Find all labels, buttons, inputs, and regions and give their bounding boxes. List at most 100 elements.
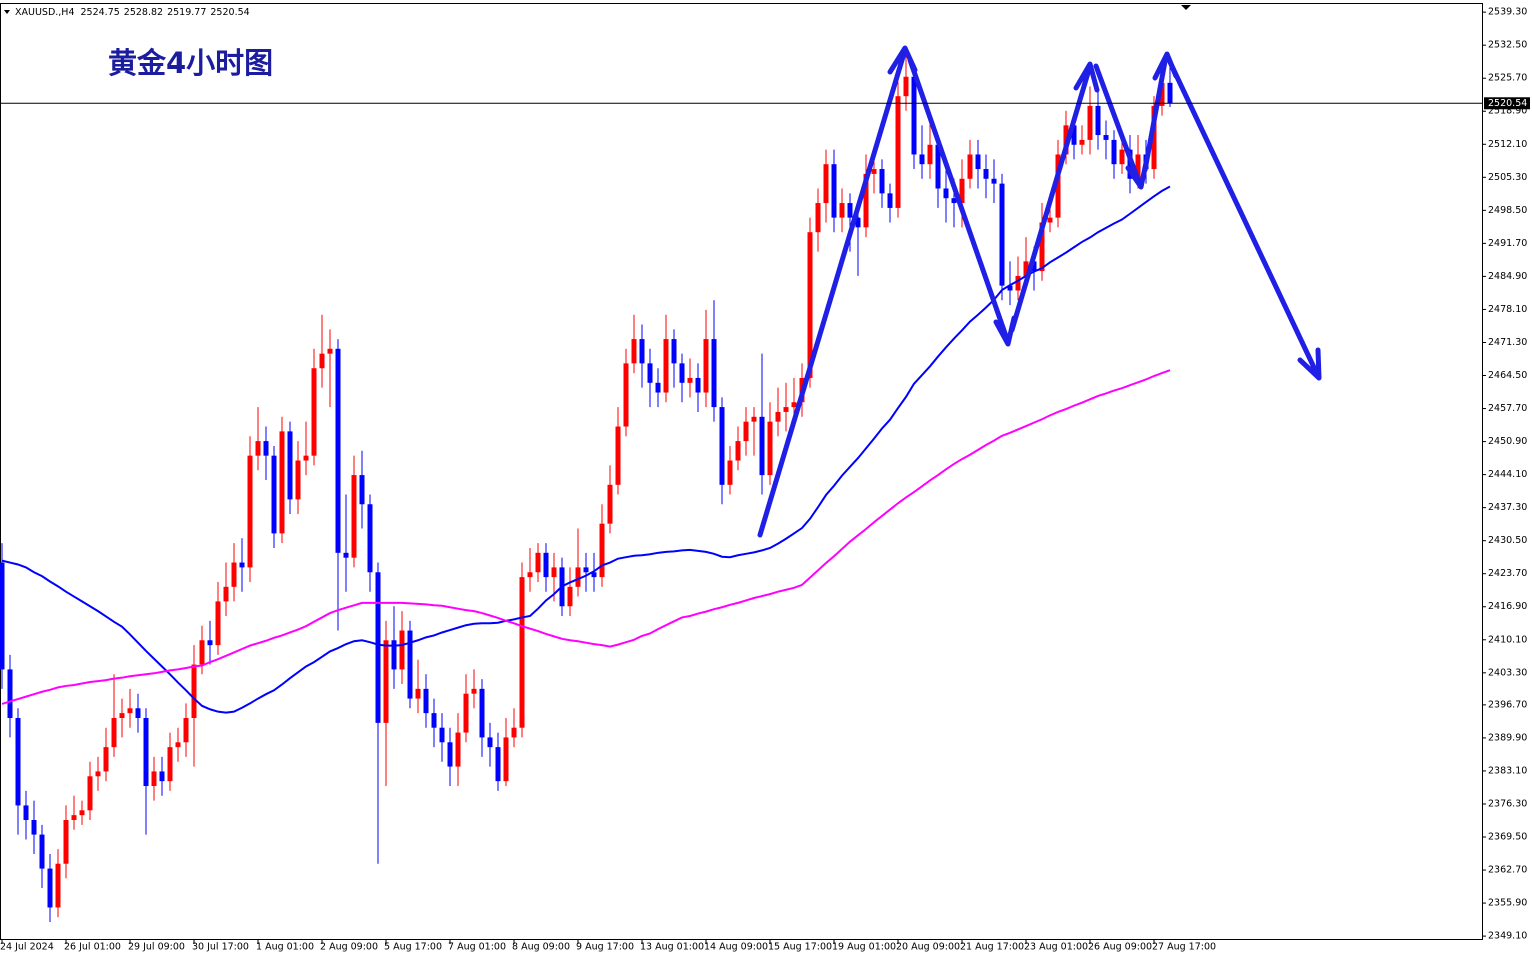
y-tick-label: 2457.70 xyxy=(1488,403,1527,414)
candle-body xyxy=(55,863,61,908)
candle-body xyxy=(983,169,989,179)
candle-body xyxy=(823,164,829,204)
y-tick-label: 2464.50 xyxy=(1488,370,1527,381)
header-open: 2524.75 xyxy=(81,7,120,18)
candle-body xyxy=(935,144,941,189)
candle-body xyxy=(1015,275,1021,291)
candle-body xyxy=(1135,154,1141,179)
candle-body xyxy=(511,727,517,738)
candle-body xyxy=(335,348,341,553)
x-tick-label: 1 Aug 01:00 xyxy=(256,942,314,953)
candle-body xyxy=(1087,105,1093,140)
x-tick-label: 27 Aug 17:00 xyxy=(1152,942,1216,953)
candle-body xyxy=(759,416,765,476)
candle-body xyxy=(207,640,213,646)
candle-body xyxy=(247,455,253,568)
candle-body xyxy=(79,810,85,816)
candle-body xyxy=(887,193,893,208)
candle-body xyxy=(975,154,981,170)
y-tick-label: 2376.30 xyxy=(1488,798,1527,809)
x-tick-label: 8 Aug 09:00 xyxy=(512,942,570,953)
plot-area xyxy=(0,52,1173,923)
candle-body xyxy=(639,339,645,364)
y-tick-label: 2423.70 xyxy=(1488,568,1527,579)
candle-body xyxy=(375,572,381,723)
candle-body xyxy=(743,421,749,442)
candle-body xyxy=(543,552,549,578)
x-tick-label: 14 Aug 09:00 xyxy=(704,942,768,953)
candle-body xyxy=(31,820,37,835)
candle-body xyxy=(175,742,181,748)
candle-body xyxy=(367,504,373,573)
candle-body xyxy=(183,717,189,743)
candle-body xyxy=(695,377,701,393)
candle-body xyxy=(807,232,813,378)
y-tick-label: 2484.90 xyxy=(1488,271,1527,282)
candle-body xyxy=(1103,135,1109,140)
moving-average-line xyxy=(1,369,1171,705)
candle-body xyxy=(1095,105,1101,136)
candle-body xyxy=(663,339,669,393)
candle-body xyxy=(383,640,389,723)
candle-body xyxy=(1111,139,1117,165)
candle-body xyxy=(327,348,333,354)
y-tick-label: 2498.50 xyxy=(1488,205,1527,216)
candle-body xyxy=(615,426,621,485)
arrow-up xyxy=(1009,61,1100,333)
candle-body xyxy=(215,601,221,646)
candle-body xyxy=(783,407,789,412)
candle-body xyxy=(103,747,109,772)
y-tick-label: 2532.50 xyxy=(1488,40,1527,51)
candle-body xyxy=(703,339,709,393)
candle-body xyxy=(751,416,757,422)
moving-average-line xyxy=(1,185,1171,714)
candle-body xyxy=(167,747,173,782)
current-price-box xyxy=(1484,97,1530,110)
y-tick-label: 2389.90 xyxy=(1488,732,1527,743)
plot-frame xyxy=(0,3,1483,940)
candle-body xyxy=(287,431,293,500)
candle-body xyxy=(199,640,205,665)
y-tick-label: 2383.10 xyxy=(1488,765,1527,776)
x-tick-label: 19 Aug 01:00 xyxy=(832,942,896,953)
candle-body xyxy=(1047,217,1053,223)
y-tick-label: 2444.10 xyxy=(1488,469,1527,480)
x-tick-label: 23 Aug 01:00 xyxy=(1024,942,1088,953)
candle-body xyxy=(151,771,157,787)
x-tick-label: 26 Aug 09:00 xyxy=(1088,942,1152,953)
candle-body xyxy=(927,144,933,165)
candle-body xyxy=(391,640,397,670)
candle-body xyxy=(1071,125,1077,145)
y-tick-label: 2518.90 xyxy=(1488,106,1527,117)
candle-body xyxy=(279,431,285,534)
candle-body xyxy=(711,339,717,408)
candle-body xyxy=(423,688,429,714)
x-tick-label: 20 Aug 09:00 xyxy=(896,942,960,953)
y-tick-label: 2355.90 xyxy=(1488,898,1527,909)
candle-body xyxy=(527,572,533,578)
candle-body xyxy=(463,693,469,733)
candle-body xyxy=(223,586,229,602)
y-tick-label: 2430.50 xyxy=(1488,535,1527,546)
symbol-header: XAUUSD.,H4 2524.75 2528.82 2519.77 2520.54 xyxy=(15,7,250,18)
candle-body xyxy=(727,460,733,485)
annotation-arrows xyxy=(757,45,1322,538)
candle-body xyxy=(719,407,725,485)
candle-body xyxy=(71,815,77,821)
candle-body xyxy=(471,688,477,694)
current-price-label: 2520.54 xyxy=(1488,98,1527,109)
candle-body xyxy=(95,771,101,777)
candle-body xyxy=(191,664,197,718)
symbol: XAUUSD.,H4 xyxy=(15,7,75,18)
candle-body xyxy=(903,76,909,97)
candle-body xyxy=(111,717,117,748)
header-low: 2519.77 xyxy=(167,7,206,18)
x-tick-label: 26 Jul 01:00 xyxy=(64,942,121,953)
candle-body xyxy=(791,402,797,408)
candle-body xyxy=(599,523,605,578)
candle-body xyxy=(1119,149,1125,165)
x-tick-label: 30 Jul 17:00 xyxy=(192,942,249,953)
x-tick-label: 21 Aug 17:00 xyxy=(960,942,1024,953)
candle-body xyxy=(159,771,165,782)
candle-body xyxy=(415,688,421,699)
